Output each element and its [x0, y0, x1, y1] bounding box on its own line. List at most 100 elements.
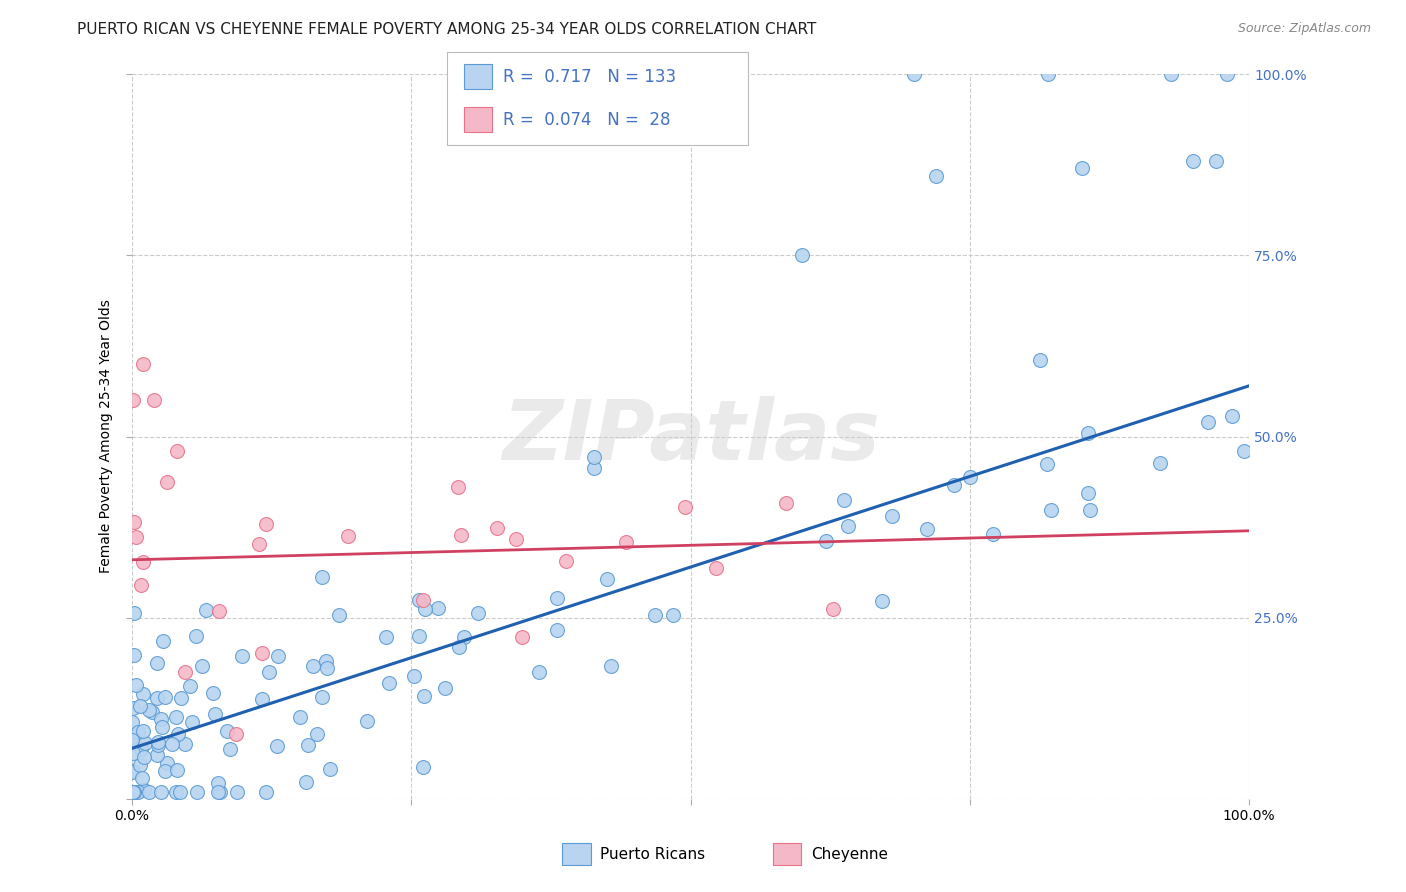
Text: Puerto Ricans: Puerto Ricans — [600, 847, 706, 862]
Point — [315, 661, 337, 675]
Point — [870, 594, 893, 608]
Point — [124, 606, 146, 620]
Text: Source: ZipAtlas.com: Source: ZipAtlas.com — [1237, 22, 1371, 36]
Point — [1232, 444, 1254, 458]
Point — [215, 724, 238, 739]
Point — [186, 629, 208, 643]
Point — [132, 783, 155, 797]
Point — [1035, 457, 1057, 471]
Point — [510, 630, 533, 644]
Point — [219, 742, 242, 756]
Point — [202, 686, 225, 700]
Point — [132, 555, 155, 569]
Point — [821, 602, 844, 616]
Point — [208, 605, 231, 619]
Point — [1036, 67, 1059, 81]
Point — [311, 690, 333, 704]
Y-axis label: Female Poverty Among 25-34 Year Olds: Female Poverty Among 25-34 Year Olds — [100, 300, 114, 574]
Point — [546, 591, 568, 605]
Point — [124, 785, 146, 799]
Point — [328, 608, 350, 623]
Point — [257, 665, 280, 680]
Point — [1077, 426, 1099, 441]
Point — [295, 775, 318, 789]
Point — [315, 654, 337, 668]
Text: R =  0.074   N =  28: R = 0.074 N = 28 — [503, 111, 671, 128]
Point — [311, 569, 333, 583]
Point — [1182, 154, 1205, 169]
Point — [170, 690, 193, 705]
Point — [150, 784, 173, 798]
Point — [554, 554, 576, 568]
Point — [412, 593, 434, 607]
Point — [505, 532, 527, 546]
Point — [266, 739, 288, 753]
Point — [1216, 67, 1239, 81]
Point — [129, 757, 152, 772]
Point — [122, 785, 145, 799]
Point — [704, 560, 727, 574]
Point — [125, 678, 148, 692]
Point — [146, 748, 169, 763]
Point — [152, 634, 174, 648]
Point — [467, 606, 489, 620]
Point — [121, 731, 143, 745]
Point — [775, 496, 797, 510]
Point — [408, 593, 430, 607]
Point — [426, 601, 449, 615]
Point — [792, 248, 814, 262]
Point — [305, 726, 328, 740]
Point — [191, 658, 214, 673]
Point — [207, 775, 229, 789]
Point — [146, 738, 169, 752]
Point — [122, 785, 145, 799]
Text: R =  0.717   N = 133: R = 0.717 N = 133 — [503, 68, 676, 86]
Point — [173, 665, 195, 679]
Point — [917, 522, 939, 536]
Point — [250, 646, 273, 660]
Point — [413, 601, 436, 615]
Point — [583, 450, 606, 464]
Point — [143, 393, 166, 408]
Point — [156, 475, 179, 489]
Point — [942, 478, 965, 492]
Point — [402, 669, 425, 683]
Point — [127, 785, 149, 799]
Point — [337, 528, 360, 542]
Point — [160, 737, 183, 751]
Point — [485, 521, 508, 535]
Point — [128, 698, 150, 713]
Point — [179, 679, 201, 693]
Point — [166, 763, 188, 777]
Point — [132, 687, 155, 701]
Point — [121, 785, 143, 799]
Point — [134, 750, 156, 764]
Point — [131, 771, 153, 785]
Point — [169, 785, 191, 799]
Point — [412, 759, 434, 773]
Point — [981, 526, 1004, 541]
Text: PUERTO RICAN VS CHEYENNE FEMALE POVERTY AMONG 25-34 YEAR OLDS CORRELATION CHART: PUERTO RICAN VS CHEYENNE FEMALE POVERTY … — [77, 22, 817, 37]
Text: Cheyenne: Cheyenne — [811, 847, 889, 862]
Point — [125, 529, 148, 543]
Point — [150, 720, 173, 734]
Point — [247, 537, 270, 551]
Point — [673, 500, 696, 514]
Point — [225, 727, 247, 741]
Point — [138, 785, 160, 799]
Point — [129, 578, 152, 592]
Point — [529, 665, 551, 679]
Point — [156, 756, 179, 770]
Point — [194, 603, 217, 617]
Point — [644, 607, 666, 622]
Point — [204, 707, 226, 722]
Point — [207, 785, 229, 799]
Point — [153, 764, 176, 779]
Point — [121, 764, 143, 778]
Point — [374, 631, 396, 645]
Point — [1077, 485, 1099, 500]
Point — [250, 691, 273, 706]
Point — [121, 715, 143, 730]
Point — [1070, 161, 1092, 176]
Point — [166, 444, 188, 458]
